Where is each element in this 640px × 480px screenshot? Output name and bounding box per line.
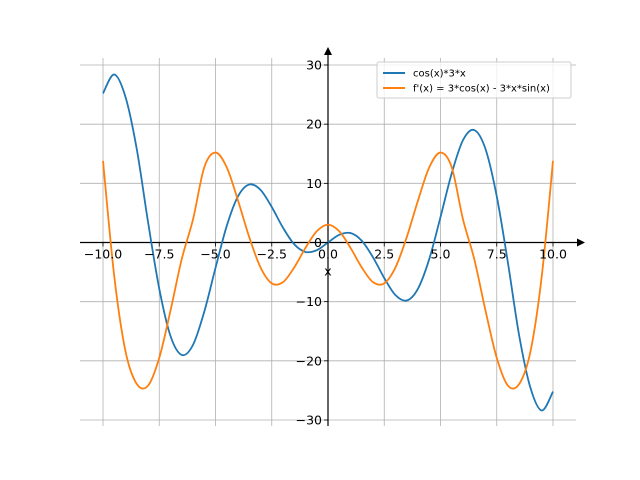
y-tick-label-5: 20 <box>306 117 322 132</box>
x-tick-label-6: 5.0 <box>431 247 451 262</box>
y-tick-label-6: 30 <box>306 58 322 73</box>
legend: cos(x)*3*x f'(x) = 3*cos(x) - 3*x*sin(x) <box>376 61 572 99</box>
x-tick-label-4: 0.0 <box>318 247 338 262</box>
x-tick-label-3: −2.5 <box>257 247 287 262</box>
x-axis-label: x <box>324 264 331 279</box>
x-tick-label-1: −7.5 <box>144 247 174 262</box>
series-line-2 <box>102 151 554 390</box>
x-tick-label-5: 2.5 <box>374 247 394 262</box>
y-tick-label-4: 10 <box>306 176 322 191</box>
axes <box>80 47 585 426</box>
y-tick-label-0: −30 <box>296 413 322 428</box>
legend-box <box>376 61 572 99</box>
legend-label-series-2: f'(x) = 3*cos(x) - 3*x*sin(x) <box>413 84 550 95</box>
x-tick-label-2: −5.0 <box>200 247 230 262</box>
legend-label-series-1: cos(x)*3*x <box>413 69 466 80</box>
x-axis-arrowhead <box>577 238 585 247</box>
y-tick-label-3: 0 <box>314 235 322 250</box>
y-tick-label-2: −10 <box>296 294 322 309</box>
y-axis-arrowhead <box>324 47 332 55</box>
x-tick-label-0: −10.0 <box>84 247 122 262</box>
y-tick-label-1: −20 <box>296 353 322 368</box>
x-tick-label-8: 10.0 <box>539 247 567 262</box>
tick-marks-and-labels: −10.0 −7.5 −5.0 −2.5 0.0 2.5 5.0 7.5 10.0 −30 −20 −… <box>84 58 567 428</box>
x-tick-label-7: 7.5 <box>487 247 507 262</box>
